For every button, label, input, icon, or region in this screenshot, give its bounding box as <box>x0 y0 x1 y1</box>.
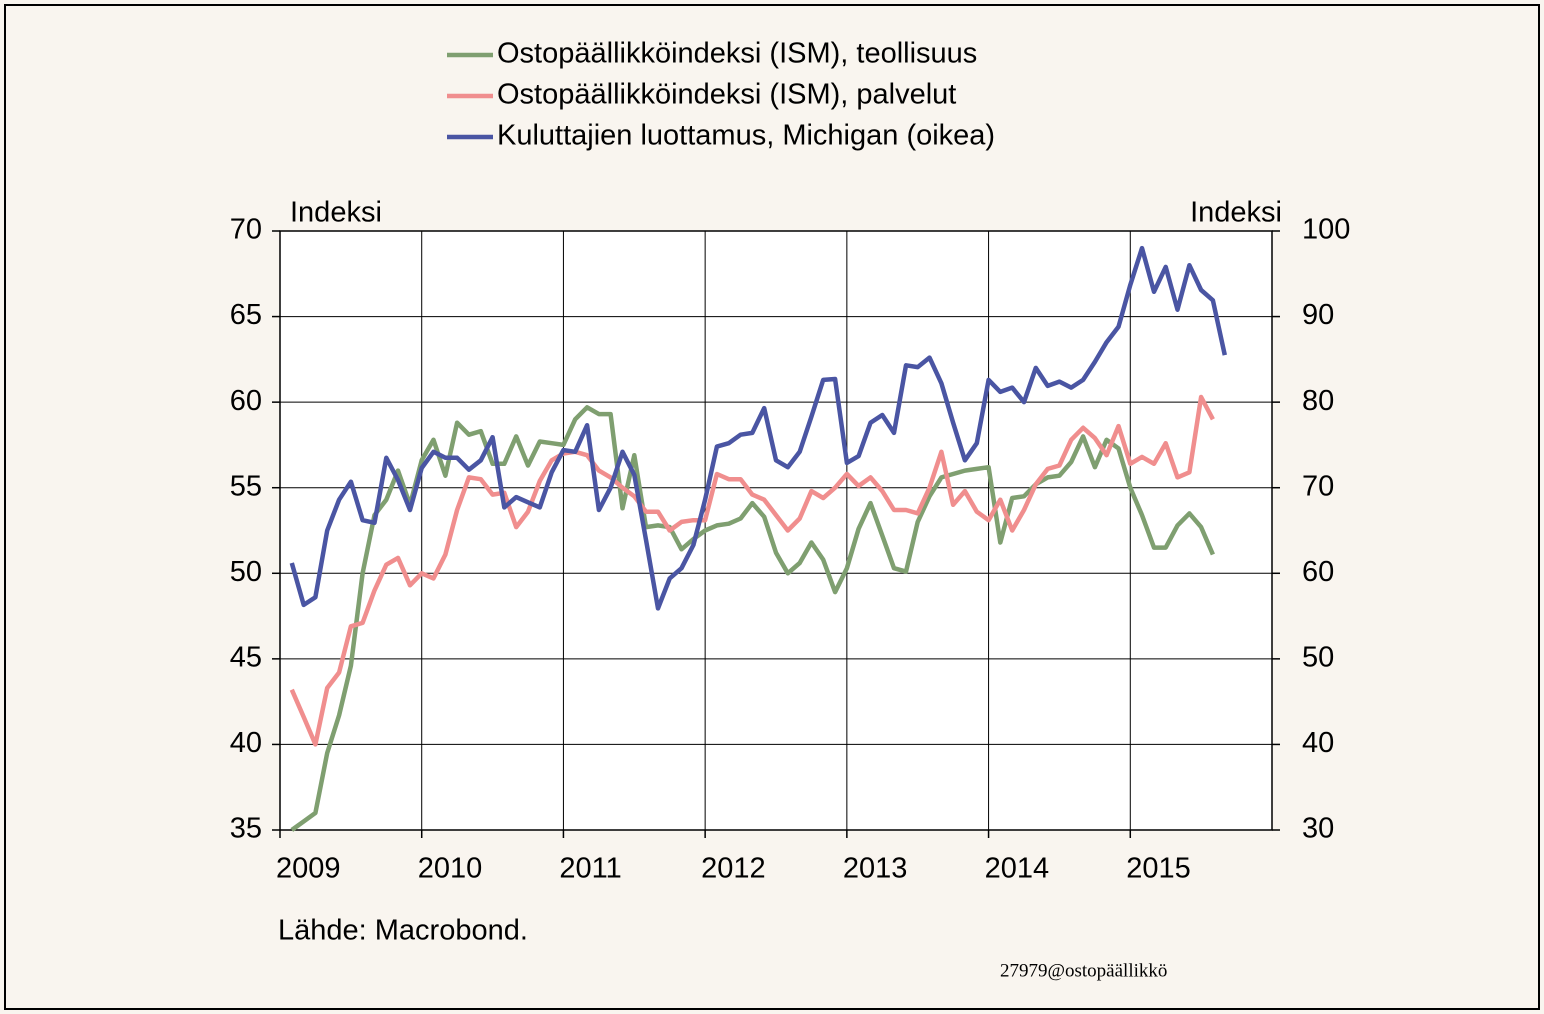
x-tick-label: 2013 <box>843 853 908 885</box>
y-axis-label: Indeksi <box>290 197 382 229</box>
source: Lähde: Macrobond. <box>278 915 528 947</box>
x-tick-label: 2012 <box>701 853 766 885</box>
y2-tick-label: 70 <box>1302 470 1334 502</box>
y-tick-label: 60 <box>230 385 262 417</box>
x-tick-label: 2014 <box>985 853 1050 885</box>
y2-axis-label: Indeksi <box>1190 197 1282 229</box>
y2-tick-label: 50 <box>1302 642 1334 674</box>
watermark: 27979@ostopäällikkö <box>1000 960 1167 981</box>
series-line <box>290 405 1215 832</box>
y2-tick-label: 60 <box>1302 556 1334 588</box>
series-line <box>289 245 1227 611</box>
x-tick-label: 2009 <box>276 853 341 885</box>
legend-label: Ostopäällikköindeksi (ISM), teollisuus <box>497 38 977 70</box>
y2-tick-label: 80 <box>1302 385 1334 417</box>
y-tick-label: 40 <box>230 727 262 759</box>
y-tick-label: 70 <box>230 214 262 246</box>
y-tick-label: 50 <box>230 556 262 588</box>
y2-tick-label: 30 <box>1302 813 1334 845</box>
y2-tick-label: 90 <box>1302 299 1334 331</box>
legend-label: Ostopäällikköindeksi (ISM), palvelut <box>497 79 956 111</box>
y-tick-label: 35 <box>230 813 262 845</box>
y2-tick-label: 40 <box>1302 727 1334 759</box>
y-tick-label: 45 <box>230 642 262 674</box>
y2-tick-label: 100 <box>1302 214 1350 246</box>
legend-label: Kuluttajien luottamus, Michigan (oikea) <box>497 120 995 152</box>
plot-border <box>279 230 1273 831</box>
y-tick-label: 65 <box>230 299 262 331</box>
x-tick-label: 2015 <box>1126 853 1191 885</box>
series-line <box>289 394 1215 747</box>
x-tick-label: 2010 <box>418 853 483 885</box>
plot-area <box>280 231 1272 830</box>
y-tick-label: 55 <box>230 470 262 502</box>
x-tick-label: 2011 <box>559 853 621 885</box>
